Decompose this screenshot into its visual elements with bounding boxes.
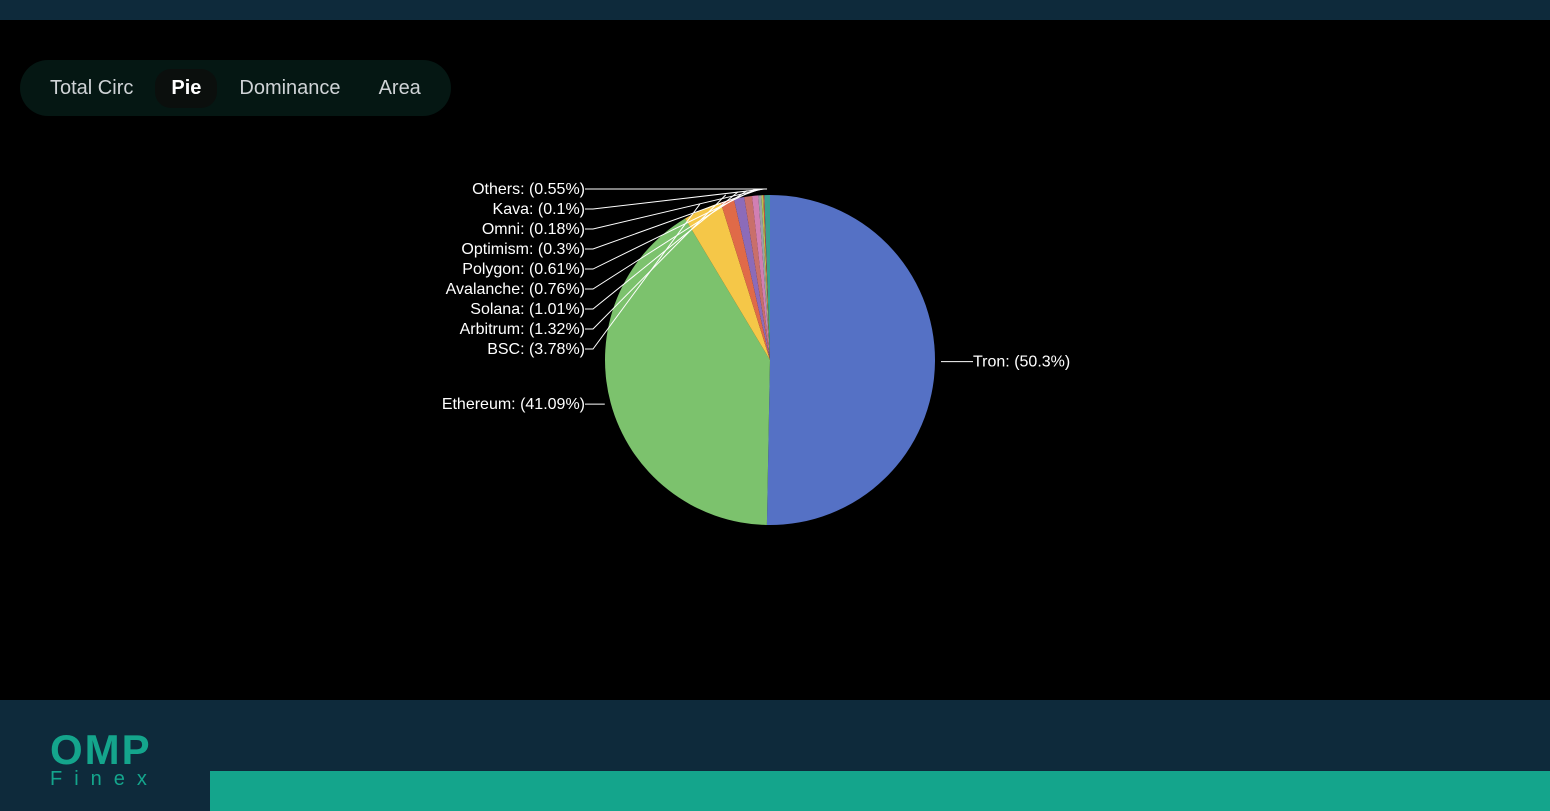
- chart-panel: Total Circ Pie Dominance Area Tron: (50.…: [0, 20, 1550, 700]
- pie-label-polygon: Polygon: (0.61%): [462, 261, 585, 278]
- pie-label-omni: Omni: (0.18%): [482, 221, 585, 238]
- pie-label-solana: Solana: (1.01%): [470, 301, 585, 318]
- footer-accent-bar: [210, 771, 1550, 811]
- brand-logo-top: OMP: [50, 729, 159, 771]
- pie-label-arbitrum: Arbitrum: (1.32%): [460, 321, 585, 338]
- pie-chart: Tron: (50.3%) Others: (0.55%) Kava: (0.1%)…: [0, 20, 1550, 700]
- pie-label-avalanche: Avalanche: (0.76%): [446, 281, 585, 298]
- brand-logo-bottom: Finex: [50, 769, 159, 789]
- pie-label-optimism: Optimism: (0.3%): [461, 241, 585, 258]
- page-root: Total Circ Pie Dominance Area Tron: (50.…: [0, 0, 1550, 811]
- pie-label-kava: Kava: (0.1%): [493, 201, 585, 218]
- pie-label-bsc: BSC: (3.78%): [487, 341, 585, 358]
- pie-slice-tron[interactable]: [767, 195, 935, 525]
- pie-label-ethereum: Ethereum: (41.09%): [442, 396, 585, 413]
- pie-label-tron: Tron: (50.3%): [973, 354, 1070, 371]
- brand-logo: OMP Finex: [50, 729, 159, 789]
- pie-label-others: Others: (0.55%): [472, 181, 585, 198]
